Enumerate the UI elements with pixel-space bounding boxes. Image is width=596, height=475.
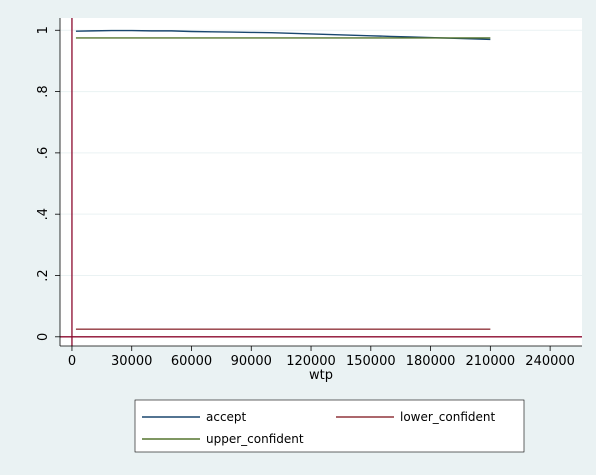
reference-lines — [60, 18, 582, 346]
x-tick-label: 30000 — [111, 354, 152, 369]
x-tick-label: 120000 — [286, 354, 336, 369]
legend-label-accept: accept — [206, 410, 247, 424]
legend: accept lower_confident upper_confident — [134, 399, 525, 453]
x-tick-label: 60000 — [171, 354, 212, 369]
y-tick-label: 1 — [36, 26, 51, 34]
legend-box — [134, 399, 525, 453]
legend-label-lower-confident: lower_confident — [400, 410, 496, 424]
x-axis-title: wtp — [309, 368, 333, 383]
x-tick-label: 180000 — [406, 354, 456, 369]
x-tick-label: 90000 — [231, 354, 272, 369]
x-tick-label: 210000 — [466, 354, 516, 369]
y-tick-label: 0 — [36, 333, 51, 341]
x-tick-label: 240000 — [525, 354, 575, 369]
x-tick-label: 0 — [68, 354, 76, 369]
x-tick-label: 150000 — [346, 354, 396, 369]
y-tick-label: .6 — [36, 147, 51, 159]
plot-area — [60, 18, 582, 346]
axes: 0 30000 60000 90000 120000 150000 180000 210000… — [36, 18, 582, 369]
y-tick-label: .2 — [36, 269, 51, 281]
legend-label-upper-confident: upper_confident — [206, 432, 304, 446]
y-tick-label: .8 — [36, 85, 51, 97]
series-lines — [75, 29, 491, 330]
y-tick-label: .4 — [36, 208, 51, 220]
